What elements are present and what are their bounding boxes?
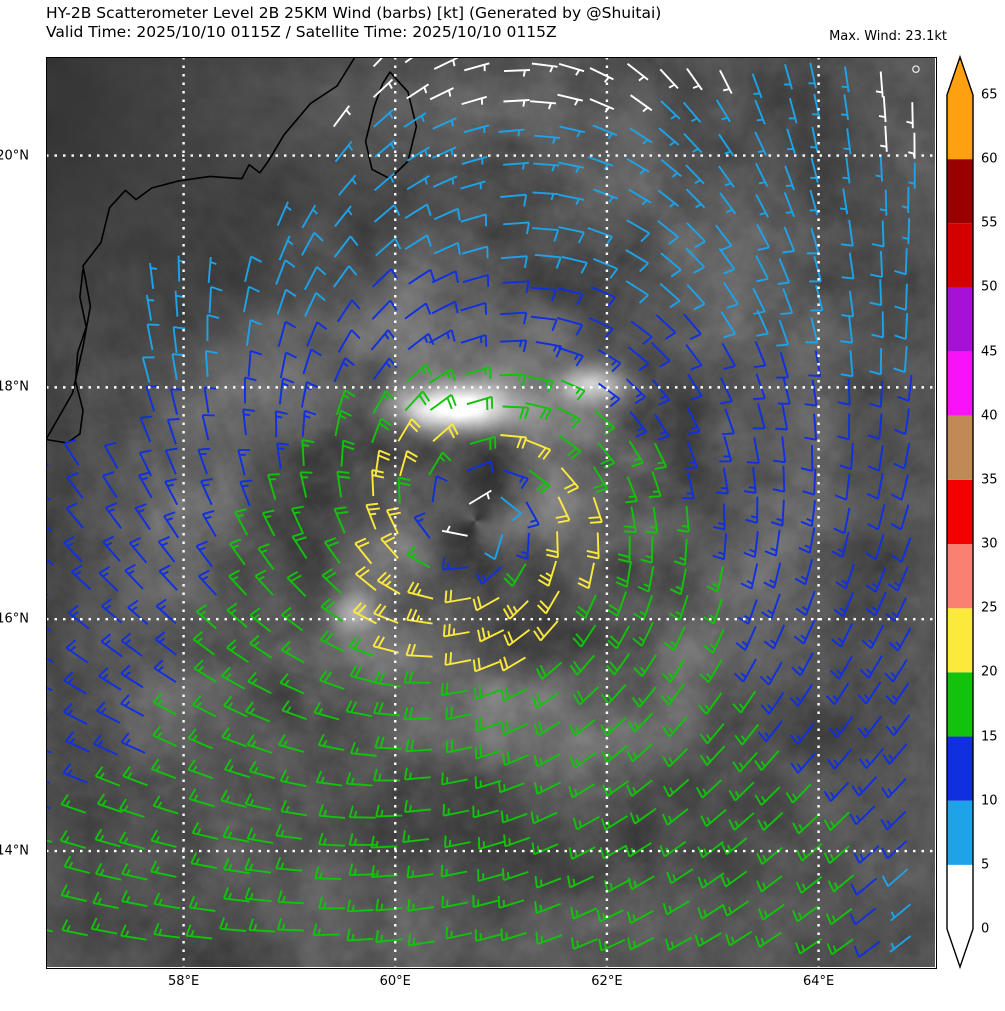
colorbar-tick-15: 15 — [981, 729, 998, 745]
figure-title-line-2: Valid Time: 2025/10/10 0115Z / Satellite… — [46, 23, 557, 41]
colorbar-band-60-65 — [947, 95, 973, 160]
wind-speed-colorbar — [946, 54, 974, 970]
longitude-tick-62°E: 62°E — [591, 974, 623, 989]
latitude-tick-20°N: 20°N — [0, 148, 29, 164]
latitude-tick-14°N: 14°N — [0, 843, 29, 859]
colorbar-band-50-55 — [947, 223, 973, 288]
figure-title-block: HY-2B Scatterometer Level 2B 25KM Wind (… — [46, 4, 661, 42]
colorbar-tick-5: 5 — [981, 857, 990, 873]
colorbar-tick-65: 65 — [981, 87, 998, 103]
colorbar-tick-45: 45 — [981, 344, 998, 360]
colorbar-tick-0: 0 — [981, 921, 990, 937]
colorbar-bands — [946, 54, 974, 970]
longitude-tick-64°E: 64°E — [802, 974, 835, 989]
figure-title-line-1: HY-2B Scatterometer Level 2B 25KM Wind (… — [46, 4, 662, 22]
colorbar-band-15-20 — [947, 672, 973, 737]
colorbar-tick-50: 50 — [981, 279, 998, 295]
colorbar-tick-55: 55 — [981, 215, 998, 231]
gridline-overlay — [46, 57, 935, 967]
colorbar-band-5-10 — [947, 800, 973, 865]
max-wind-annotation: Max. Wind: 23.1kt — [829, 29, 947, 44]
longitude-tick-58°E: 58°E — [167, 974, 200, 989]
colorbar-band-40-45 — [947, 351, 973, 416]
satellite-background-image — [46, 57, 935, 967]
wind-barb-overlay — [46, 57, 920, 958]
colorbar-tick-40: 40 — [981, 408, 998, 424]
colorbar-tick-10: 10 — [981, 793, 998, 809]
coastline-overlay — [46, 57, 418, 444]
longitude-tick-60°E: 60°E — [379, 974, 411, 989]
colorbar-tick-25: 25 — [981, 600, 998, 616]
colorbar-band-30-35 — [947, 479, 973, 545]
latitude-tick-16°N: 16°N — [0, 611, 29, 627]
colorbar-band-0-5 — [947, 864, 973, 929]
colorbar-tick-30: 30 — [981, 536, 998, 552]
colorbar-tick-35: 35 — [981, 472, 998, 488]
colorbar-outline — [946, 54, 974, 970]
colorbar-tick-20: 20 — [981, 664, 998, 680]
colorbar-extend-min-arrow — [947, 929, 973, 967]
colorbar-band-10-15 — [947, 736, 973, 801]
colorbar-band-45-50 — [947, 287, 973, 352]
map-plot-area — [46, 57, 935, 967]
colorbar-extend-max-arrow — [947, 57, 973, 95]
colorbar-band-20-25 — [947, 608, 973, 673]
colorbar-band-35-40 — [947, 415, 973, 480]
colorbar-band-55-60 — [947, 159, 973, 224]
colorbar-band-25-30 — [947, 544, 973, 609]
colorbar-tick-60: 60 — [981, 151, 998, 167]
latitude-tick-18°N: 18°N — [0, 379, 29, 395]
